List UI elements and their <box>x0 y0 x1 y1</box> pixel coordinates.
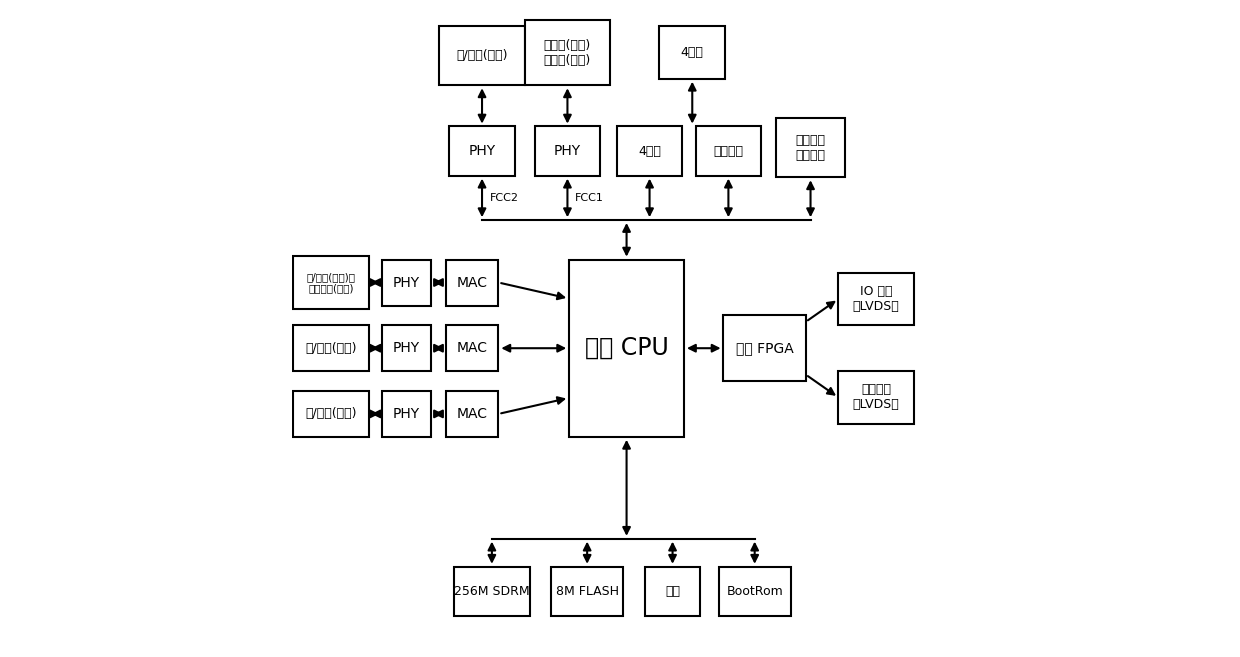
Bar <box>293 256 368 309</box>
Text: PHY: PHY <box>469 144 496 158</box>
Bar <box>645 566 701 616</box>
Bar <box>569 260 684 437</box>
Bar <box>446 325 498 371</box>
Text: 8M FLASH: 8M FLASH <box>556 585 619 598</box>
Bar <box>718 566 791 616</box>
Text: 4串口: 4串口 <box>639 145 661 158</box>
Bar <box>838 273 914 325</box>
Text: 串并转换: 串并转换 <box>713 145 744 158</box>
Text: 调试口(对内)
或电口(对外): 调试口(对内) 或电口(对外) <box>544 39 591 66</box>
Text: FCC2: FCC2 <box>490 193 518 203</box>
Bar <box>696 126 761 175</box>
Text: 光/电口(对外)或
数据总线(对内): 光/电口(对外)或 数据总线(对内) <box>306 272 356 293</box>
Bar <box>723 315 806 381</box>
Text: MAC: MAC <box>456 341 487 355</box>
Bar <box>293 325 368 371</box>
Text: PHY: PHY <box>393 275 420 290</box>
Bar <box>439 26 525 85</box>
Text: 光/电口(对外): 光/电口(对外) <box>305 407 357 420</box>
Bar <box>660 26 725 79</box>
Text: BootRom: BootRom <box>727 585 784 598</box>
Bar <box>382 260 432 306</box>
Bar <box>382 391 432 437</box>
Text: 256M SDRM: 256M SDRM <box>454 585 529 598</box>
Text: 时钟: 时钟 <box>665 585 680 598</box>
Text: PHY: PHY <box>393 341 420 355</box>
Text: 光/电口(对外): 光/电口(对外) <box>305 342 357 355</box>
Text: PHY: PHY <box>393 407 420 421</box>
Text: FCC1: FCC1 <box>575 193 604 203</box>
Text: 光/电口(对外): 光/电口(对外) <box>456 49 508 62</box>
Text: MAC: MAC <box>456 407 487 421</box>
Text: 校时总线
（LVDS）: 校时总线 （LVDS） <box>853 384 899 411</box>
Bar <box>449 126 515 175</box>
Bar <box>446 391 498 437</box>
Text: MAC: MAC <box>456 275 487 290</box>
Bar <box>293 391 368 437</box>
Bar <box>776 118 844 177</box>
Bar <box>534 126 600 175</box>
Bar <box>551 566 624 616</box>
Text: PHY: PHY <box>554 144 582 158</box>
Bar <box>838 371 914 424</box>
Bar <box>616 126 682 175</box>
Text: 4串口: 4串口 <box>681 46 704 59</box>
Bar <box>525 20 610 85</box>
Bar <box>382 325 432 371</box>
Text: 两路校时
（电口）: 两路校时 （电口） <box>796 134 826 162</box>
Bar <box>454 566 529 616</box>
Text: IO 总线
（LVDS）: IO 总线 （LVDS） <box>853 285 899 313</box>
Text: 第三 CPU: 第三 CPU <box>585 336 668 360</box>
Text: 第三 FPGA: 第三 FPGA <box>735 341 794 355</box>
Bar <box>446 260 498 306</box>
